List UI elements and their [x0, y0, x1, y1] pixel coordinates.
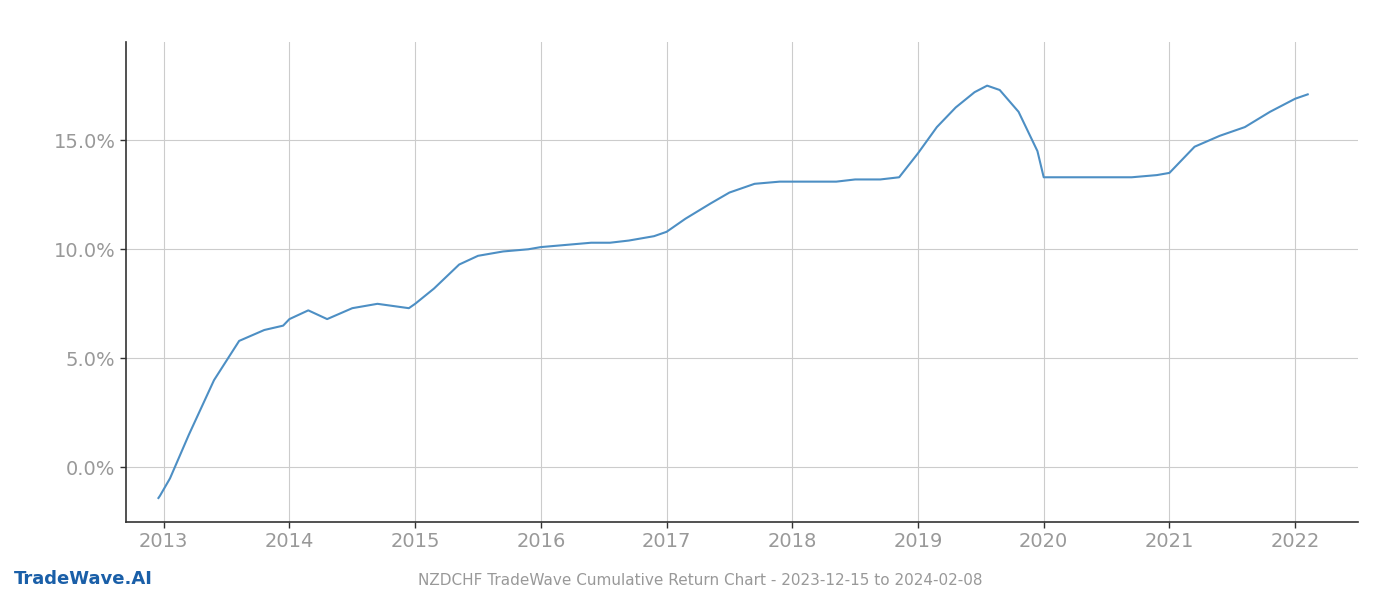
Text: TradeWave.AI: TradeWave.AI: [14, 570, 153, 588]
Text: NZDCHF TradeWave Cumulative Return Chart - 2023-12-15 to 2024-02-08: NZDCHF TradeWave Cumulative Return Chart…: [417, 573, 983, 588]
